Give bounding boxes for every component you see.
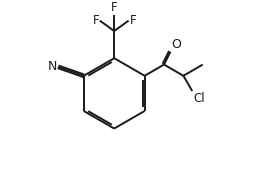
Text: Cl: Cl [193,92,205,105]
Text: F: F [129,14,136,27]
Text: N: N [48,60,57,73]
Text: F: F [92,14,99,27]
Text: O: O [171,38,181,51]
Text: F: F [111,1,118,14]
